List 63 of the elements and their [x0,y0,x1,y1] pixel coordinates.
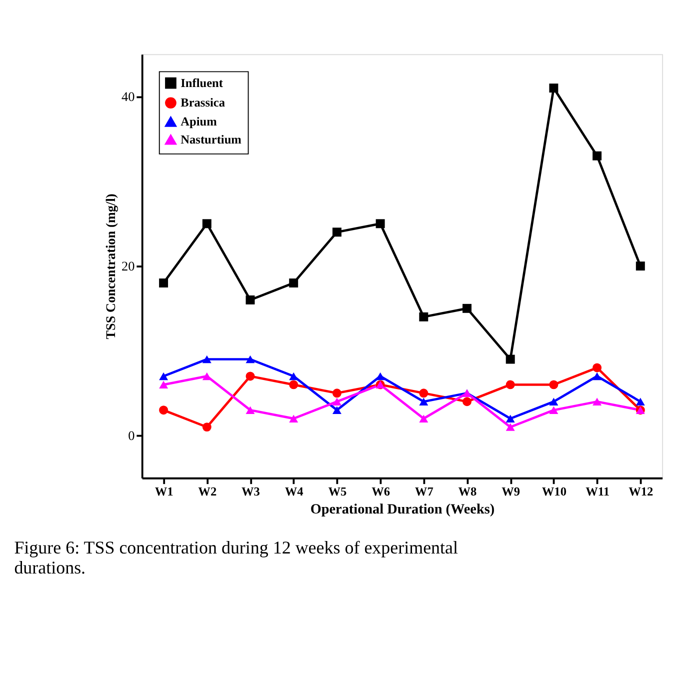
x-tick-label: W10 [542,484,566,498]
x-tick-label: W8 [458,484,477,498]
x-tick-label: W11 [586,484,610,498]
y-tick-label: 40 [122,88,136,104]
x-tick-label: W6 [372,484,390,498]
point [289,414,298,422]
x-axis-title: Operational Duration (Weeks) [310,501,495,518]
point [419,312,428,322]
point [592,363,602,372]
point [549,406,558,414]
x-tick-label: W9 [502,484,520,498]
point [332,388,342,398]
point [506,423,515,431]
point [506,354,515,364]
point [462,397,472,406]
point [159,372,168,380]
point [246,355,255,364]
point [549,380,558,390]
point [246,406,255,414]
point [592,372,602,380]
y-tick-label: 0 [128,428,136,443]
x-tick-label: W5 [328,484,347,498]
point [419,388,428,398]
point [289,278,298,288]
legend-label: Apium [180,114,218,129]
point [246,372,255,381]
point [506,414,515,422]
point [506,380,515,390]
point [159,406,168,415]
point [419,398,428,406]
point [549,84,558,93]
point [289,380,298,390]
x-tick-label: W4 [284,484,304,498]
point [549,398,558,406]
point [159,278,168,288]
legend-label: Brassica [180,96,226,110]
x-tick-label: W7 [414,484,434,498]
point [376,219,385,228]
point [159,380,168,389]
point [419,414,428,422]
legend-label: Influent [180,76,224,90]
point [332,228,342,237]
x-tick-label: W3 [242,484,260,498]
point [332,398,342,406]
point [202,355,212,364]
legend-label: Nasturtium [180,132,242,147]
point [202,219,212,228]
point [202,372,212,380]
point [332,406,342,414]
point [592,398,602,406]
y-axis-title: TSS Concentration (mg/l) [102,194,118,340]
caption: Figure 6: TSS concentration during 12 weeks of experimental durations. [14,538,458,578]
point [376,372,385,380]
point [462,304,472,313]
point [636,398,645,406]
point [592,151,602,160]
x-tick-label: W1 [154,484,174,498]
x-tick-label: W12 [628,484,654,498]
point [246,295,255,304]
point [636,262,645,271]
x-tick-label: W2 [198,484,217,498]
y-tick-label: 20 [122,258,136,274]
point [202,422,212,432]
